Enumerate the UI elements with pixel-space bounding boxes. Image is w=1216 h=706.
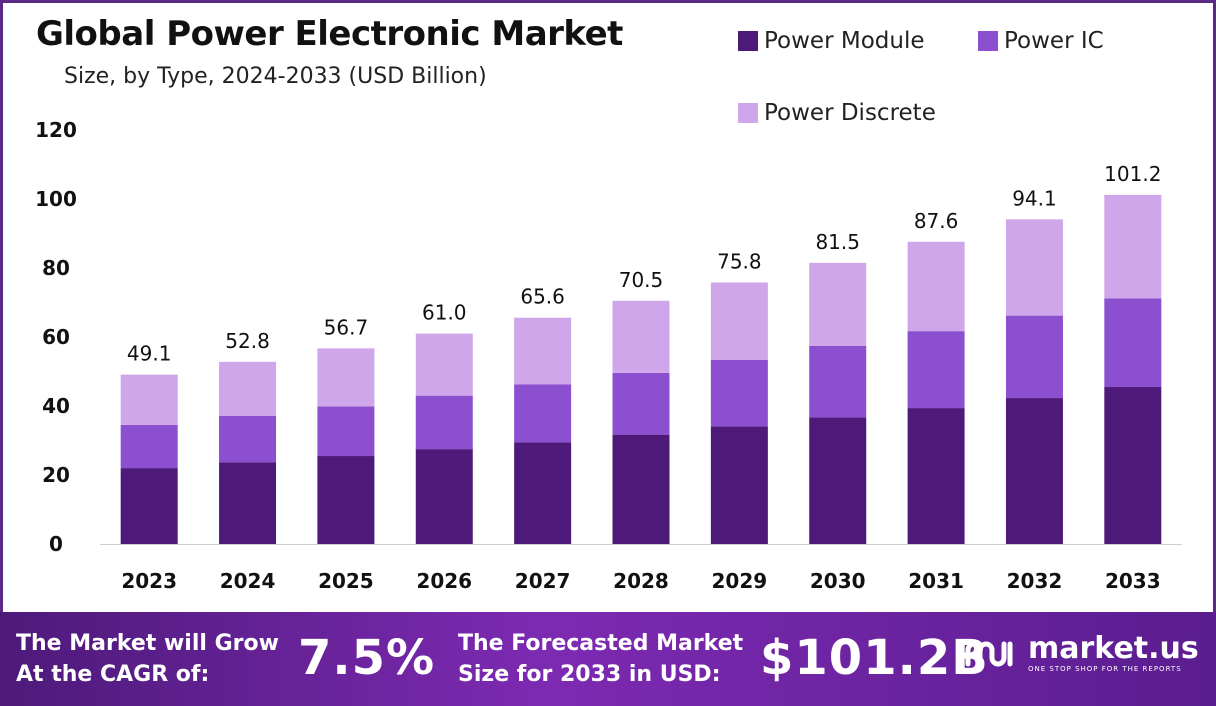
x-tick-label-2028: 2028	[613, 569, 669, 593]
bar-total-label-2027: 65.6	[520, 285, 565, 309]
forecast-value: $101.2B	[760, 630, 989, 686]
bar-segment-power-discrete-2029	[710, 282, 768, 360]
brand-logo: market.us ONE STOP SHOP FOR THE REPORTS	[962, 634, 1199, 674]
x-tick-label-2027: 2027	[515, 569, 571, 593]
forecast-label: The Forecasted Market Size for 2033 in U…	[458, 631, 744, 687]
legend-swatch-power-module	[738, 31, 758, 51]
bar-total-label-2024: 52.8	[225, 329, 270, 353]
y-tick-label: 40	[42, 394, 70, 418]
bar-segment-power-discrete-2027	[514, 317, 572, 385]
legend-swatch-power-ic	[978, 31, 998, 51]
bar-segment-power-module-2027	[514, 442, 572, 544]
y-axis: 0 20 40 60 80 100 120	[35, 118, 77, 556]
bar-segment-power-ic-2028	[612, 372, 670, 435]
bar-total-label-2028: 70.5	[619, 268, 664, 292]
legend-item-power-module: Power Module	[738, 28, 924, 54]
x-tick-label-2023: 2023	[121, 569, 177, 593]
y-tick-label: 120	[35, 118, 77, 142]
footer-banner: The Market will Grow At the CAGR of: 7.5…	[0, 612, 1216, 706]
x-tick-label-2031: 2031	[908, 569, 964, 593]
y-tick-label: 0	[49, 532, 63, 556]
bar-segment-power-ic-2033	[1104, 298, 1162, 388]
bar-total-label-2032: 94.1	[1012, 186, 1057, 210]
x-tick-label-2029: 2029	[712, 569, 768, 593]
bar-total-label-2031: 87.6	[914, 209, 959, 233]
x-tick-label-2026: 2026	[416, 569, 472, 593]
bar-segment-power-discrete-2031	[907, 241, 965, 332]
bar-segment-power-discrete-2026	[415, 333, 473, 396]
bar-segment-power-ic-2032	[1005, 315, 1063, 399]
legend-label-power-ic: Power IC	[1004, 28, 1104, 54]
bar-segment-power-module-2030	[809, 417, 867, 544]
chart-subtitle: Size, by Type, 2024-2033 (USD Billion)	[64, 64, 487, 89]
legend-item-power-ic: Power IC	[978, 28, 1104, 54]
bar-segment-power-ic-2030	[809, 345, 867, 418]
stacked-bar-chart: 0 20 40 60 80 100 120 49.1 52.8 56.7 61.0 65.6 70.5…	[35, 118, 1182, 593]
bar-segment-power-module-2031	[907, 408, 965, 544]
x-axis: 2023 2024 2025 2026 2027 2028 2029 2030 2031 2032…	[100, 544, 1182, 593]
bar-segment-power-discrete-2030	[809, 262, 867, 346]
bar-segment-power-ic-2023	[120, 424, 178, 469]
bar-segment-power-ic-2027	[514, 384, 572, 443]
bar-segment-power-discrete-2033	[1104, 194, 1162, 299]
bar-segment-power-module-2033	[1104, 387, 1162, 544]
bar-segment-power-discrete-2028	[612, 300, 670, 373]
y-tick-label: 20	[42, 463, 70, 487]
brand-tagline: ONE STOP SHOP FOR THE REPORTS	[1028, 665, 1182, 673]
y-tick-label: 60	[42, 325, 70, 349]
legend-label-power-module: Power Module	[764, 28, 925, 54]
bar-segment-power-discrete-2024	[219, 361, 277, 417]
bar-segment-power-ic-2024	[219, 416, 277, 463]
bar-segment-power-ic-2025	[317, 406, 375, 457]
legend-label-power-discrete: Power Discrete	[764, 100, 936, 126]
market-us-logo-icon	[965, 641, 1013, 667]
bar-segment-power-discrete-2025	[317, 348, 375, 407]
bar-segment-power-ic-2029	[710, 359, 768, 427]
bar-segment-power-module-2025	[317, 456, 375, 544]
y-tick-label: 100	[35, 187, 77, 211]
bar-total-label-2023: 49.1	[127, 342, 172, 366]
legend-item-power-discrete: Power Discrete	[738, 100, 936, 126]
bar-total-label-2030: 81.5	[815, 230, 860, 254]
bar-segment-power-module-2032	[1005, 398, 1063, 544]
bar-total-label-2026: 61.0	[422, 301, 467, 325]
bar-segment-power-ic-2031	[907, 331, 965, 409]
bar-segment-power-discrete-2023	[120, 374, 178, 425]
y-tick-label: 80	[42, 256, 70, 280]
bars: 49.1 52.8 56.7 61.0 65.6 70.5 75.8 81.5 87.6 94.1…	[120, 162, 1162, 544]
legend-swatch-power-discrete	[738, 103, 758, 123]
x-tick-label-2024: 2024	[220, 569, 276, 593]
bar-segment-power-module-2029	[710, 426, 768, 544]
x-tick-label-2032: 2032	[1007, 569, 1063, 593]
bar-segment-power-module-2024	[219, 462, 277, 544]
x-tick-label-2025: 2025	[318, 569, 374, 593]
x-tick-label-2030: 2030	[810, 569, 866, 593]
bar-segment-power-module-2026	[415, 449, 473, 544]
cagr-value: 7.5%	[298, 630, 436, 686]
bar-total-label-2033: 101.2	[1104, 162, 1161, 186]
bar-segment-power-discrete-2032	[1005, 219, 1063, 316]
bar-total-label-2025: 56.7	[324, 315, 369, 339]
bar-segment-power-module-2028	[612, 434, 670, 544]
cagr-label: The Market will Grow At the CAGR of:	[16, 631, 279, 687]
bar-segment-power-ic-2026	[415, 395, 473, 450]
bar-segment-power-module-2023	[120, 468, 178, 544]
bar-total-label-2029: 75.8	[717, 249, 762, 273]
x-tick-label-2033: 2033	[1105, 569, 1161, 593]
chart-title: Global Power Electronic Market	[36, 14, 623, 54]
brand-name: market.us	[1028, 631, 1199, 666]
